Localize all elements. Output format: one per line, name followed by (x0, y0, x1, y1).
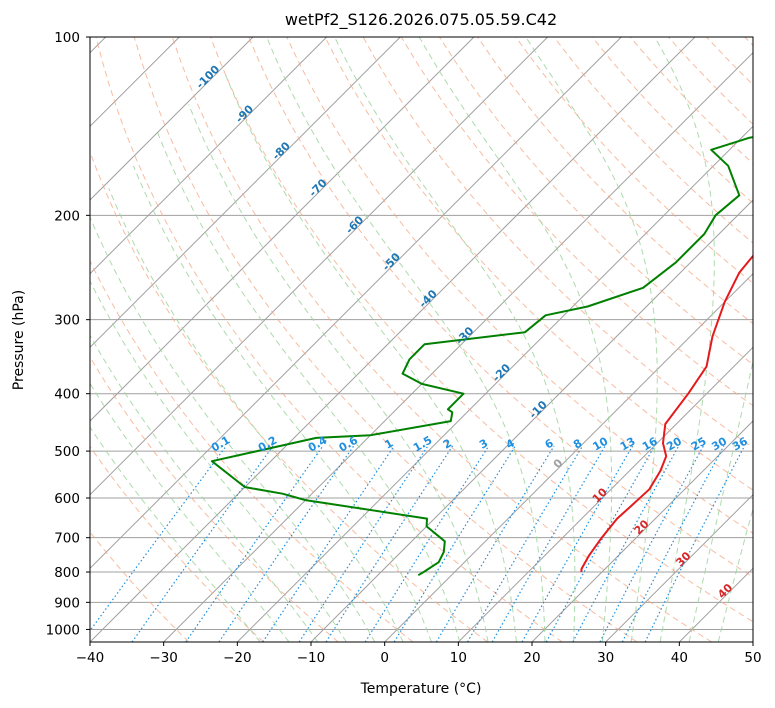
mixing-ratio-line (466, 445, 584, 642)
dry-adiabat (324, 37, 753, 491)
mixing-ratio-line (644, 445, 746, 642)
dry-adiabat (95, 37, 563, 642)
mixing-ratio-line (621, 445, 725, 642)
y-tick-label: 800 (54, 565, 80, 581)
mixing-ratio-line (364, 445, 490, 642)
moist-adiabat (157, 132, 461, 642)
moist-adiabats (90, 37, 753, 642)
dry-adiabats (90, 37, 753, 642)
dry-adiabat (286, 37, 753, 534)
isotherm-line (90, 37, 696, 642)
x-tick-label: −10 (297, 650, 326, 666)
moist-adiabat (90, 215, 376, 642)
isotherm-line (90, 37, 254, 201)
isotherm-line (90, 37, 328, 275)
y-tick-label: 1000 (46, 622, 80, 638)
y-tick-label: 600 (54, 491, 80, 507)
moist-adiabat (90, 279, 347, 642)
y-tick-label: 300 (54, 313, 80, 329)
y-tick-label: 500 (54, 444, 80, 460)
dry-adiabat (90, 356, 339, 642)
isotherm-line (90, 37, 622, 570)
moist-adiabat (688, 358, 753, 642)
moist-adiabat (525, 37, 658, 642)
moist-adiabat (418, 37, 613, 642)
x-tick-label: 0 (380, 650, 389, 666)
x-tick-label: 10 (450, 650, 467, 666)
y-tick-label: 400 (54, 387, 80, 403)
temperature-profile-line (580, 254, 753, 573)
mixing-ratio-lines (90, 445, 746, 642)
mixing-ratio-line (131, 445, 274, 642)
x-tick-label: 50 (744, 650, 761, 666)
pressure-gridlines (90, 37, 753, 630)
moist-adiabat (108, 188, 404, 642)
isotherm-line (457, 346, 753, 642)
mixing-ratio-line (262, 445, 395, 642)
x-tick-label: 40 (671, 650, 688, 666)
skewed-isotherms (90, 37, 753, 642)
moist-adiabat (90, 334, 319, 642)
isotherm-line (384, 272, 753, 642)
moist-adiabat (90, 426, 261, 642)
mixing-ratio-line (393, 445, 516, 642)
y-axis-label: Pressure (hPa) (11, 290, 27, 390)
x-tick-label: −30 (149, 650, 178, 666)
x-tick-label: 20 (523, 650, 540, 666)
mixing-ratio-line (298, 445, 429, 642)
isotherm-line (90, 37, 475, 422)
x-tick-label: 30 (597, 650, 614, 666)
x-tick-label: −20 (223, 650, 252, 666)
mixing-ratio-line (435, 445, 555, 642)
dry-adiabat (210, 37, 753, 623)
moist-adiabat (188, 104, 489, 642)
x-axis-label: Temperature (°C) (360, 681, 482, 697)
y-tick-label: 100 (54, 30, 80, 46)
moist-adiabat (717, 506, 753, 642)
moist-adiabat (90, 382, 290, 642)
isotherm-line (90, 37, 401, 349)
moist-adiabat (224, 72, 517, 642)
moist-adiabat (654, 37, 715, 642)
moist-adiabat (132, 165, 432, 642)
mixing-ratio-line (545, 445, 656, 642)
y-tick-label: 900 (54, 595, 80, 611)
y-tick-label: 700 (54, 531, 80, 547)
moist-adiabat (334, 37, 576, 642)
isotherm-line (90, 37, 549, 496)
plot-area: 0.1 0.2 0.4 0.6 1 1.5 2 3 4 6 8 10 13 16 20 25 30 36-100-… (90, 37, 753, 642)
y-tick-label: 200 (54, 208, 80, 224)
plot-frame (89, 36, 754, 643)
dry-adiabat (90, 445, 264, 642)
dry-adiabat (90, 259, 414, 642)
isotherm-line (531, 420, 753, 642)
mixing-ratio-line (325, 445, 454, 642)
mixing-ratio-line (185, 445, 324, 642)
chart-title: wetPf2_S126.2026.075.05.59.C42 (285, 10, 557, 30)
sounding-series (210, 136, 753, 577)
x-tick-label: −40 (76, 650, 105, 666)
dewpoint-profile-line (210, 136, 753, 577)
dry-adiabat (248, 37, 753, 578)
mixing-ratio-line (521, 445, 634, 642)
dry-adiabat (515, 37, 753, 284)
mixing-ratio-line (218, 445, 355, 642)
isotherm-line (236, 125, 753, 642)
dry-adiabat (171, 37, 712, 642)
isotherm-line (605, 493, 753, 642)
moist-adiabat (266, 37, 546, 642)
